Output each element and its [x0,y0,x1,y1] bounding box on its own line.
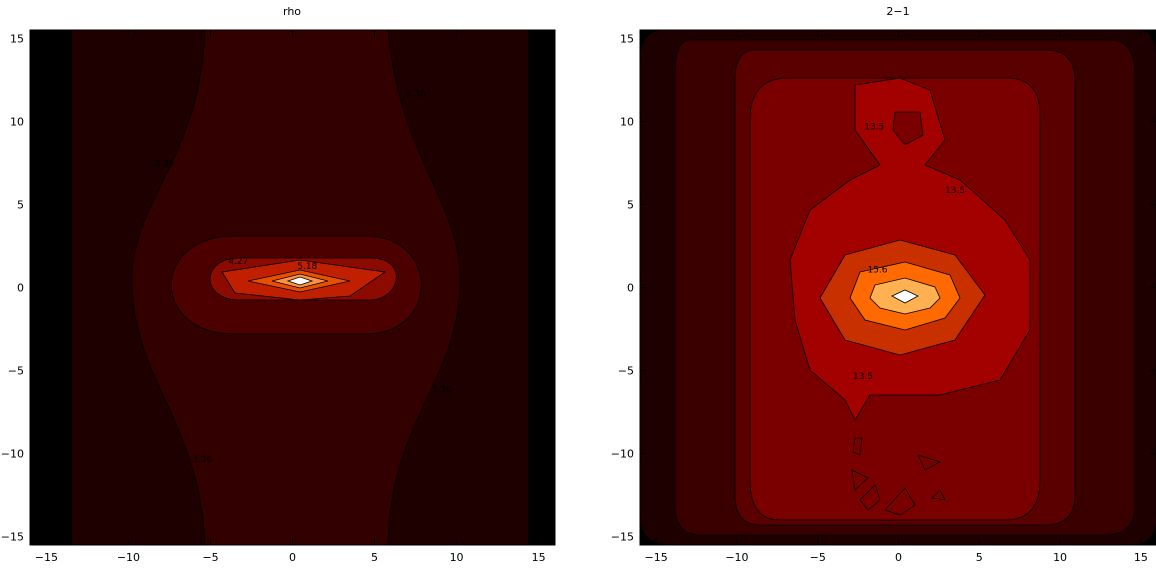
contour-fills [640,30,1156,545]
y-tick-label: 15 [10,32,24,45]
lower-island-5 [884,487,916,516]
x-ticks: −15 −10 −5 0 5 10 15 [35,30,546,564]
x-tick-label: 10 [1053,551,1067,564]
lower-island-3 [917,454,942,471]
y-tick-label: −10 [1,448,24,461]
panel-rho: rho −15 −10 −5 0 5 10 15 −15 −10 −5 0 5 10 15 4.27 5.… [1,5,556,564]
x-tick-label: 15 [1134,551,1148,564]
x-tick-label: 10 [450,551,464,564]
y-tick-label: 0 [17,282,24,295]
contour-label: 3.36 [432,385,452,395]
contour-label: 3.36 [192,455,212,465]
x-tick-label: 0 [895,551,902,564]
y-tick-label: −15 [611,531,634,544]
x-tick-label: −5 [810,551,826,564]
x-tick-label: −15 [645,551,668,564]
contour-label: 4.27 [228,257,248,267]
y-tick-label: 10 [10,115,24,128]
y-tick-label: 5 [17,198,24,211]
contour-labels: 4.27 5.18 3.36 3.36 3.36 3.36 [155,89,453,464]
y-tick-label: 10 [620,115,634,128]
x-tick-label: −10 [117,551,140,564]
contour-label: 13.5 [853,372,873,382]
chart-title: rho [283,5,301,18]
x-tick-label: −15 [35,551,58,564]
peak-region [891,289,919,304]
x-tick-label: −10 [725,551,748,564]
panel-2-1: 2−1 −15 −10 −5 0 5 10 15 −15 −10 −5 0 5 10 15 15.6 13… [611,5,1156,564]
lower-island-6 [931,489,946,501]
contour-label: 13.5 [864,123,884,133]
x-tick-label: 5 [371,551,378,564]
x-tick-label: 15 [532,551,546,564]
lower-island-2 [851,469,869,491]
contour-fills [30,30,555,545]
left-edge-band [30,30,72,545]
upper-pocket [892,111,924,146]
y-tick-label: −10 [611,448,634,461]
y-tick-label: −15 [1,531,24,544]
contour-label: 5.18 [297,262,317,272]
right-edge-band [528,30,555,545]
x-tick-label: 5 [976,551,983,564]
x-tick-label: 0 [289,551,296,564]
y-ticks: −15 −10 −5 0 5 10 15 [611,32,1156,544]
lower-island-1 [852,437,863,456]
y-ticks: −15 −10 −5 0 5 10 15 [1,32,555,544]
contour-labels: 15.6 13.5 13.5 13.5 [853,123,965,382]
x-ticks: −15 −10 −5 0 5 10 15 [645,30,1148,564]
y-tick-label: −5 [8,365,24,378]
contour-label: 3.36 [406,89,426,99]
y-tick-label: −5 [618,365,634,378]
y-tick-label: 5 [627,198,634,211]
x-tick-label: −5 [202,551,218,564]
contour-label: 13.5 [945,186,965,196]
contour-label: 15.6 [867,266,887,276]
y-tick-label: 15 [620,32,634,45]
chart-title: 2−1 [886,5,909,18]
y-tick-label: 0 [627,282,634,295]
peak-region [286,276,314,286]
contour-label: 3.36 [155,159,175,169]
lower-island-4 [859,484,881,511]
